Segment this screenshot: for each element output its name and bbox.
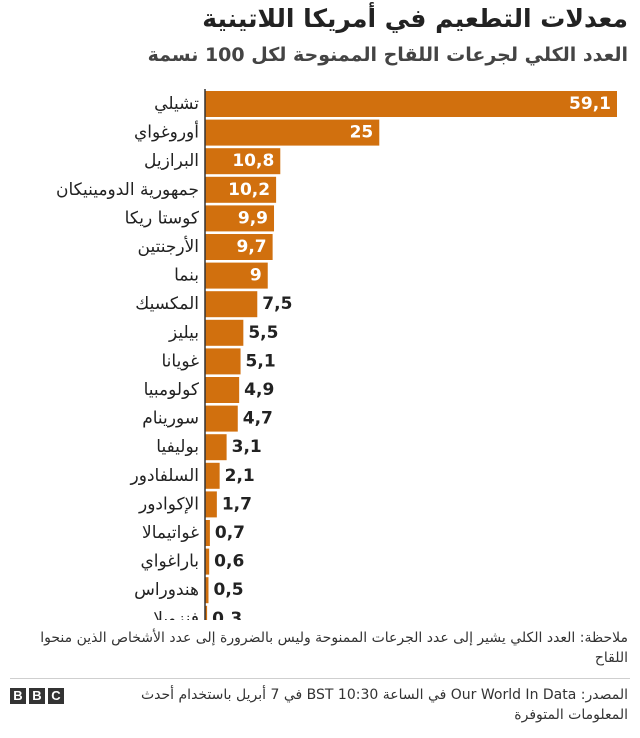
chart-note: ملاحظة: العدد الكلي يشير إلى عدد الجرعات…: [40, 630, 628, 666]
bar: [205, 405, 238, 432]
bar: [205, 319, 244, 346]
category-label: أوروغواي: [134, 121, 199, 143]
bar: [205, 205, 275, 232]
bar: [205, 520, 210, 546]
category-label: بيليز: [168, 323, 199, 343]
category-label: بنما: [174, 266, 199, 286]
bar: [205, 491, 217, 518]
bbc-logo-letter: B: [10, 688, 26, 704]
category-label: تشيلي: [154, 94, 199, 114]
bar: [205, 91, 617, 117]
data-label: 4,7: [243, 409, 273, 429]
data-label: 0,6: [214, 552, 244, 572]
bar: [205, 462, 220, 489]
data-label: 0,7: [215, 523, 245, 543]
data-label: 5,1: [246, 351, 276, 371]
bar: [205, 577, 209, 604]
data-label: 9: [250, 266, 262, 286]
bar: [205, 434, 227, 461]
category-label: غواتيمالا: [142, 523, 199, 543]
data-label: 10,8: [232, 151, 274, 171]
data-label: 0,3: [212, 609, 242, 620]
bbc-logo: B B C: [10, 688, 64, 704]
bar: [205, 348, 241, 375]
data-label: 7,5: [262, 294, 292, 314]
category-label: السلفادور: [130, 466, 199, 486]
bar: [205, 262, 268, 289]
bar: [205, 234, 273, 260]
bbc-logo-letter: B: [29, 688, 45, 704]
bar: [205, 148, 281, 175]
category-label: غويانا: [162, 351, 200, 371]
data-label: 5,5: [248, 323, 278, 343]
bbc-logo-letter: C: [48, 688, 64, 704]
category-label: جمهورية الدومينيكان: [56, 180, 199, 200]
bar: [205, 119, 380, 146]
data-label: 1,7: [222, 494, 252, 514]
category-label: فنزويلا: [153, 609, 199, 620]
category-label: بوليفيا: [156, 437, 199, 457]
data-label: 4,9: [244, 380, 274, 400]
data-label: 25: [350, 123, 374, 143]
data-label: 3,1: [232, 437, 262, 457]
data-label: 0,5: [213, 580, 243, 600]
chart-title: معدلات التطعيم في أمريكا اللاتينية: [202, 4, 628, 33]
category-label: المكسيك: [135, 294, 199, 314]
bar: [205, 176, 277, 203]
category-label: كوستا ريكا: [125, 208, 200, 228]
chart-subtitle: العدد الكلي لجرعات اللقاح الممنوحة لكل 1…: [147, 44, 628, 66]
data-label: 9,9: [238, 208, 268, 228]
data-label: 10,2: [228, 180, 270, 200]
bar: [205, 291, 258, 318]
bar: [205, 605, 208, 620]
bar: [205, 377, 240, 403]
category-label: سورينام: [142, 409, 199, 429]
bar-chart: تشيلي 59,1 أوروغواي 25 البرازيل 10,8 جمهورية ا…: [56, 89, 617, 620]
category-label: الأرجنتين: [138, 236, 199, 257]
data-label: 2,1: [225, 466, 255, 486]
bar: [205, 548, 210, 575]
data-label: 59,1: [569, 94, 611, 114]
category-label: هندوراس: [134, 580, 199, 600]
footer-divider: [10, 678, 630, 679]
category-label: باراغواي: [140, 552, 199, 572]
category-label: الإكوادور: [138, 494, 199, 514]
data-label: 9,7: [236, 237, 266, 257]
category-label: كولومبيا: [144, 380, 200, 400]
category-label: البرازيل: [144, 151, 199, 171]
bars-layer: تشيلي 59,1 أوروغواي 25 البرازيل 10,8 جمهورية ا…: [56, 89, 617, 620]
chart-source: المصدر: Our World In Data في الساعة 10:3…: [140, 687, 628, 723]
